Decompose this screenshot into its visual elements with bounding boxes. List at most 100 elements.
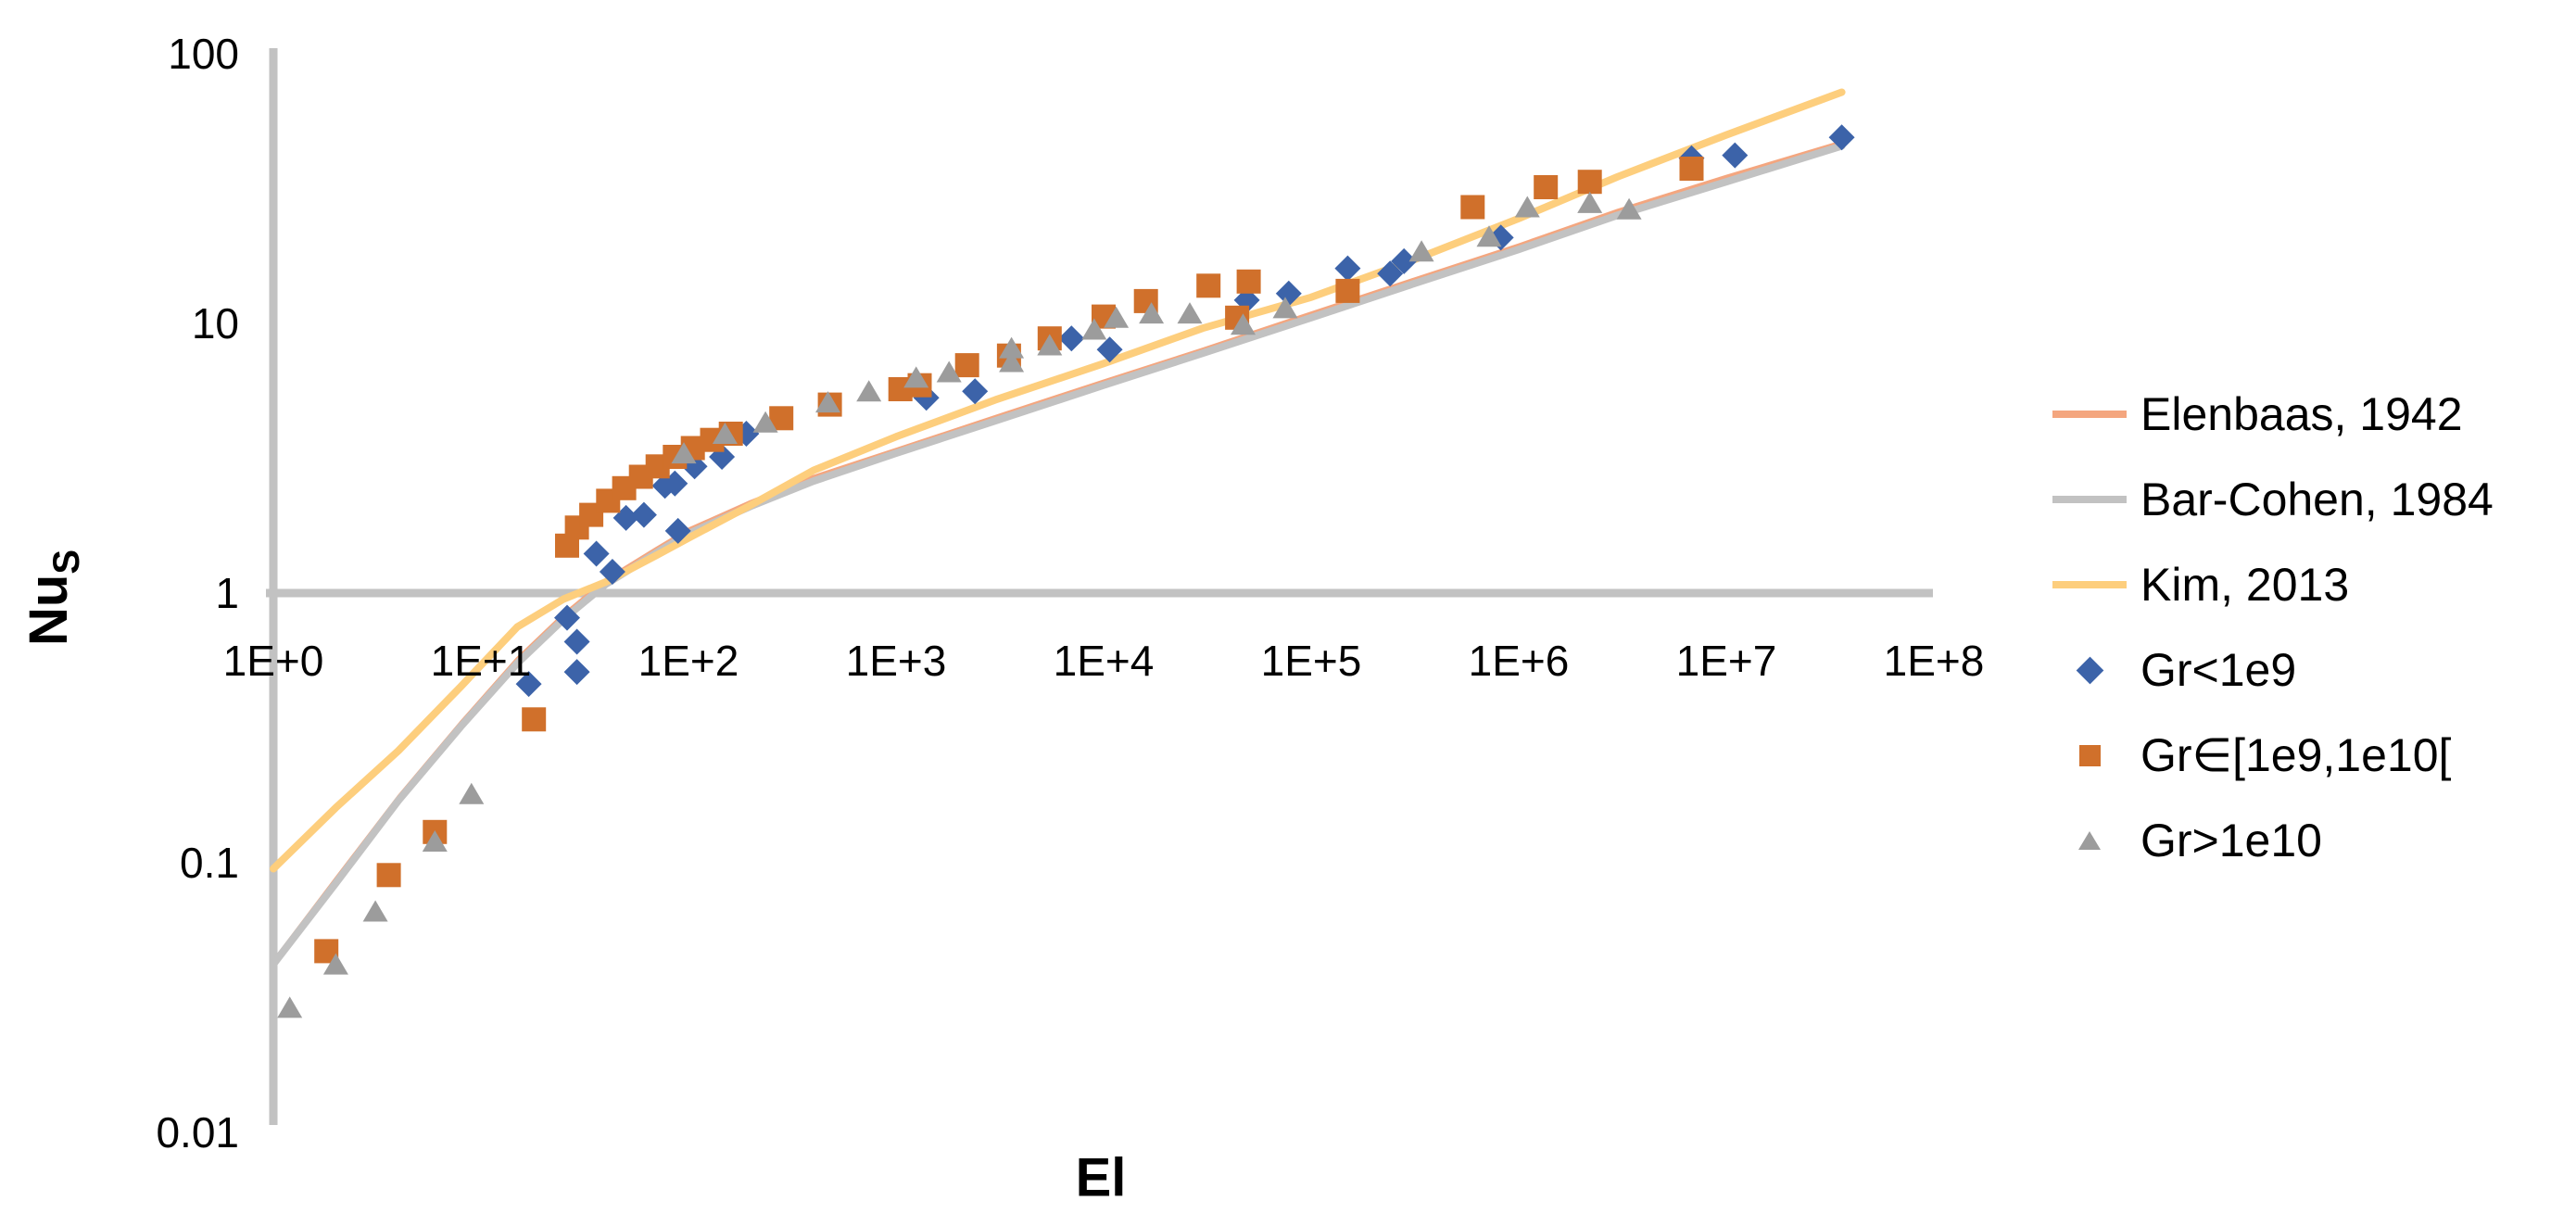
data-point-diamond <box>515 671 542 698</box>
x-tick-1e8: 1E+8 <box>1883 637 1985 685</box>
x-tick-1e6: 1E+6 <box>1468 637 1570 685</box>
data-point-triangle <box>322 953 348 975</box>
data-point-diamond <box>1722 142 1749 169</box>
data-point-square <box>1196 273 1221 298</box>
data-point-triangle <box>856 380 882 402</box>
y-tick-10: 10 <box>191 299 239 348</box>
kim-line-swatch <box>2039 581 2140 588</box>
y-tick-0_01: 0.01 <box>156 1108 239 1156</box>
data-point-triangle <box>1577 191 1603 213</box>
data-point-square <box>376 863 401 888</box>
data-point-triangle <box>422 830 448 852</box>
barcohen-line-icon <box>2052 496 2127 503</box>
x-tick-1e2: 1E+2 <box>638 637 739 685</box>
data-point-triangle <box>362 900 388 922</box>
data-point-triangle <box>936 360 962 383</box>
data-point-triangle <box>1177 302 1203 324</box>
x-tick-1e0: 1E+0 <box>222 637 324 685</box>
data-point-diamond <box>554 604 580 631</box>
axis-lines <box>266 48 1933 1125</box>
data-point-square <box>1534 175 1559 199</box>
data-point-triangle <box>277 996 303 1018</box>
data-point-diamond <box>1096 336 1123 363</box>
data-point-triangle <box>671 442 697 464</box>
data-point-triangle <box>1616 197 1642 220</box>
legend-item-barcohen: Bar-Cohen, 1984 <box>2039 457 2494 542</box>
legend-item-gr-gt-1e10: Gr>1e10 <box>2039 798 2322 883</box>
line-series-1 <box>270 142 1846 968</box>
data-point-square <box>1335 278 1360 303</box>
line-series-2 <box>270 88 1846 873</box>
line-Kim, 2013 <box>270 88 1846 873</box>
x-tick-1e4: 1E+4 <box>1053 637 1155 685</box>
square-marker-swatch <box>2039 744 2140 766</box>
data-point-triangle <box>815 391 840 413</box>
data-point-square <box>1577 170 1602 195</box>
elenbaas-line-swatch <box>2039 411 2140 418</box>
data-point-triangle <box>1408 240 1434 262</box>
diamond-marker-swatch <box>2039 656 2140 684</box>
x-axis-title: El <box>1075 1147 1127 1208</box>
legend-label-gr-1e9-1e10: Gr∈[1e9,1e10[ <box>2140 729 2452 781</box>
triangle-marker-swatch <box>2039 831 2140 850</box>
data-point-triangle <box>712 423 738 444</box>
legend-item-gr-lt-1e9: Gr<1e9 <box>2039 627 2296 713</box>
data-point-diamond <box>630 501 657 528</box>
scatter-series-0 <box>515 124 1855 698</box>
data-point-square <box>1460 195 1485 220</box>
legend-item-kim: Kim, 2013 <box>2039 542 2349 627</box>
data-point-triangle <box>459 782 485 804</box>
y-tick-0_1: 0.1 <box>180 839 239 887</box>
y-axis-title: NuS <box>18 550 88 646</box>
y-tick-100: 100 <box>168 30 239 78</box>
data-point-triangle <box>999 336 1025 359</box>
data-point-diamond <box>1828 124 1855 151</box>
legend-label-elenbaas: Elenbaas, 1942 <box>2140 388 2463 440</box>
data-point-square <box>954 353 979 378</box>
data-point-diamond <box>1377 260 1404 287</box>
line-Elenbaas, 1942 <box>271 140 1844 964</box>
data-point-square <box>1236 269 1261 294</box>
data-point-diamond <box>599 559 625 585</box>
data-point-diamond <box>1334 255 1361 282</box>
data-point-diamond <box>583 540 610 567</box>
data-point-triangle <box>999 350 1025 373</box>
data-point-diamond <box>563 659 590 686</box>
x-tick-1e7: 1E+7 <box>1675 637 1777 685</box>
data-point-triangle <box>1476 225 1502 247</box>
data-point-triangle <box>1231 313 1256 335</box>
legend-item-elenbaas: Elenbaas, 1942 <box>2039 372 2463 457</box>
barcohen-line-swatch <box>2039 496 2140 503</box>
data-point-triangle <box>752 411 778 433</box>
data-point-square <box>522 707 547 732</box>
y-axis-title-main: Nu <box>19 574 80 647</box>
data-point-triangle <box>1139 302 1165 324</box>
data-point-triangle <box>1104 306 1130 328</box>
kim-line-icon <box>2052 581 2127 588</box>
line-Bar-Cohen, 1984 <box>270 142 1846 968</box>
data-point-triangle <box>1081 318 1107 340</box>
data-point-diamond <box>1391 247 1418 274</box>
x-tick-1e5: 1E+5 <box>1260 637 1362 685</box>
triangle-icon <box>2078 831 2101 850</box>
data-point-triangle <box>1272 297 1298 319</box>
line-series-0 <box>271 140 1844 964</box>
data-point-triangle <box>1514 196 1540 218</box>
data-point-triangle <box>1037 334 1063 356</box>
data-point-diamond <box>962 378 989 405</box>
y-axis-title-sub: S <box>45 549 87 575</box>
data-point-diamond <box>1058 325 1085 352</box>
data-point-triangle <box>903 366 929 388</box>
scatter-series-2 <box>277 191 1642 1018</box>
elenbaas-line-icon <box>2052 411 2127 418</box>
x-tick-1e3: 1E+3 <box>845 637 947 685</box>
legend-label-kim: Kim, 2013 <box>2140 559 2350 611</box>
data-point-diamond <box>1275 280 1302 307</box>
y-tick-1: 1 <box>215 569 239 617</box>
data-point-diamond <box>563 628 590 655</box>
legend-item-gr-1e9-1e10: Gr∈[1e9,1e10[ <box>2039 713 2451 798</box>
data-point-diamond <box>664 517 691 544</box>
legend-label-gr-gt-1e10: Gr>1e10 <box>2140 815 2322 866</box>
